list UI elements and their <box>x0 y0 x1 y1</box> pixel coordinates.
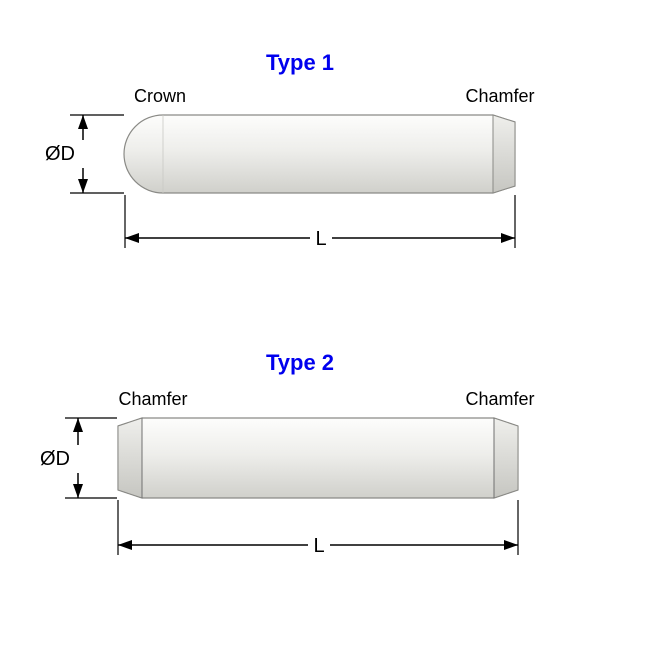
diagram-svg: Type 1 Crown Chamfer ØD <box>0 0 670 670</box>
type1-length-label: L <box>315 228 326 250</box>
type1-length-dim: L <box>125 195 515 250</box>
type2-diameter-label: ØD <box>40 448 70 470</box>
type2-left-label: Chamfer <box>118 389 187 409</box>
type1-pin <box>124 115 515 193</box>
diagram-container: Type 1 Crown Chamfer ØD <box>0 0 670 670</box>
type2-length-label: L <box>313 535 324 557</box>
type2-length-dim: L <box>118 500 518 557</box>
type1-left-label: Crown <box>134 86 186 106</box>
type1-title: Type 1 <box>266 50 334 75</box>
type2-title: Type 2 <box>266 350 334 375</box>
type1-diameter-label: ØD <box>45 143 75 165</box>
type1-diameter-dim: ØD <box>45 115 124 193</box>
type1-right-label: Chamfer <box>465 86 534 106</box>
type2-right-label: Chamfer <box>465 389 534 409</box>
type2-pin <box>118 418 518 498</box>
type2-diameter-dim: ØD <box>40 418 117 498</box>
